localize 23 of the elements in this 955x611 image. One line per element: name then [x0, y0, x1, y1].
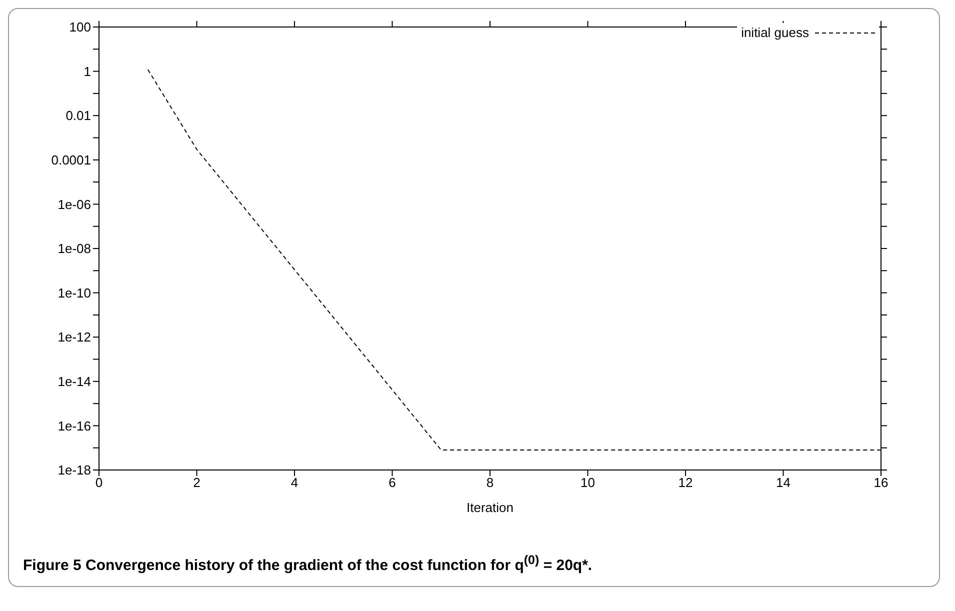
y-tick-label: 0.0001 [51, 152, 91, 168]
x-tick-label: 12 [678, 475, 693, 490]
y-tick-label: 1e-16 [58, 418, 91, 434]
x-axis-title: Iteration [466, 500, 514, 515]
x-tick-label: 16 [874, 475, 888, 490]
x-tick-label: 2 [193, 475, 200, 490]
x-tick-label: 10 [580, 475, 595, 490]
y-tick-label: 1 [84, 64, 91, 79]
y-tick-label: 100 [69, 20, 91, 35]
y-tick-label: 0.01 [66, 108, 91, 124]
x-tick-label: 0 [95, 475, 103, 490]
y-tick-label: 1e-06 [58, 196, 91, 212]
y-tick-label: 1e-10 [58, 285, 91, 300]
y-tick-label: 1e-08 [58, 241, 91, 256]
y-tick-label: 1e-14 [58, 374, 91, 390]
y-tick-label: 1e-12 [58, 330, 91, 345]
caption: Figure 5 Convergence history of the gradient of the cost function for q$^{(0)}$ = 20q*. [22, 552, 594, 576]
x-tick-label: 14 [776, 475, 790, 490]
x-tick-label: 4 [290, 475, 298, 490]
x-tick-label: 8 [486, 475, 494, 490]
legend-label: initial guess [741, 25, 809, 40]
y-tick-label: 1e-18 [58, 462, 91, 478]
x-tick-label: 6 [388, 475, 396, 490]
